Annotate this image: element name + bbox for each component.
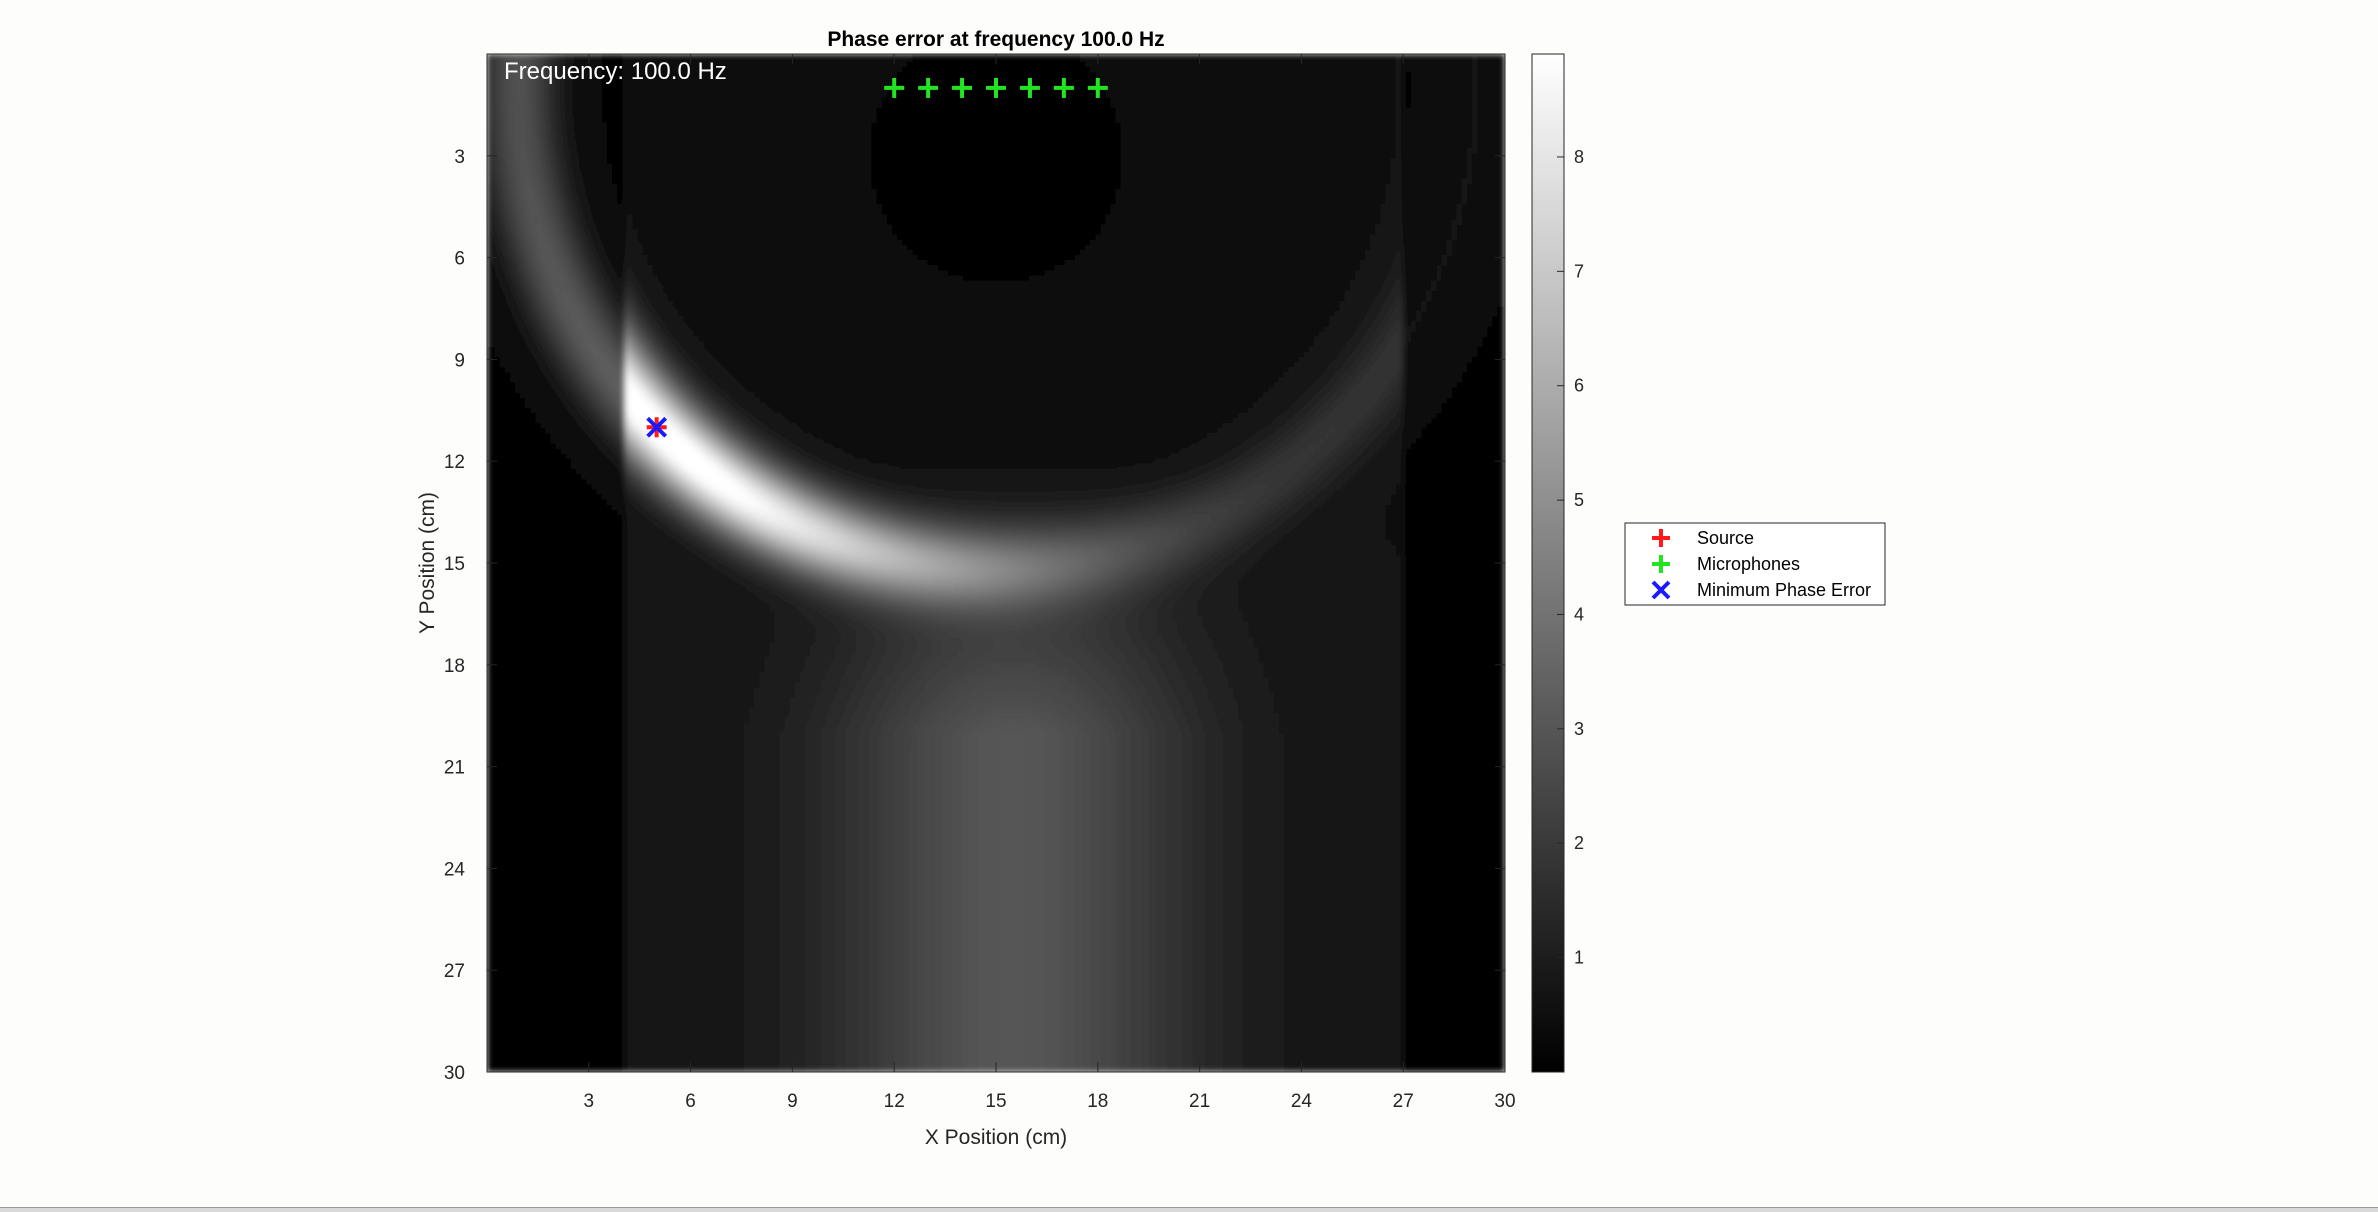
y-tick-label: 9 [454,350,465,371]
microphone-marker [1019,77,1040,98]
colorbar [1531,53,1565,1073]
legend-item: Minimum Phase Error [1651,580,1871,600]
x-tick-label: 6 [685,1091,696,1112]
colorbar-tick-label: 8 [1574,147,1584,167]
legend-item: Source [1652,528,1754,548]
colorbar-tick-label: 3 [1574,719,1584,739]
microphone-marker [1053,77,1074,98]
y-axis-label: Y Position (cm) [416,492,439,634]
x-tick-label: 15 [985,1091,1006,1112]
y-tick-label: 30 [444,1063,465,1084]
legend-label: Microphones [1697,554,1800,574]
microphone-marker [952,77,973,98]
x-tick-label: 12 [884,1091,905,1112]
legend-swatch [1651,580,1671,600]
colorbar-ticks: 1 2 3 4 5 6 7 8 [1557,147,1584,968]
microphone-marker [986,77,1006,98]
window-bottom-edge [0,1207,2378,1212]
x-axis: 3 6 9 12 15 18 21 24 27 30 [584,54,1516,1112]
legend: Source Microphones Minimum Phase Error [1624,522,1886,606]
x-tick-label: 24 [1291,1091,1313,1112]
y-tick-label: 18 [444,656,465,677]
markers-layer [646,77,1108,438]
colorbar-tick-label: 1 [1574,948,1584,968]
minimum-phase-error-marker [646,416,668,438]
x-tick-label: 9 [787,1091,798,1112]
legend-swatch [1652,555,1670,573]
y-axis: 3 6 9 12 15 18 21 24 27 30 [444,147,1505,1084]
frequency-annotation: Frequency: 100.0 Hz [504,58,727,85]
y-tick-label: 15 [444,554,465,575]
y-tick-label: 6 [454,249,465,270]
x-axis-label: X Position (cm) [925,1126,1067,1149]
colorbar-tick-label: 6 [1574,376,1584,396]
chart-title: Phase error at frequency 100.0 Hz [827,28,1164,51]
colorbar-tick-label: 7 [1574,261,1584,281]
x-tick-label: 30 [1494,1091,1515,1112]
microphone-marker [1087,77,1108,98]
y-tick-label: 24 [444,859,466,880]
colorbar-tick-label: 4 [1574,604,1584,624]
x-tick-label: 18 [1087,1091,1108,1112]
microphone-marker [884,77,905,98]
legend-swatch [1652,529,1670,547]
colorbar-tick-label: 5 [1574,490,1584,510]
y-tick-label: 3 [454,147,465,168]
y-tick-label: 27 [444,961,465,982]
legend-label: Minimum Phase Error [1697,580,1871,600]
x-tick-label: 27 [1393,1091,1414,1112]
x-tick-label: 21 [1189,1091,1210,1112]
legend-item: Microphones [1652,554,1800,574]
colorbar-tick-label: 2 [1574,833,1584,853]
microphone-marker [918,77,939,98]
y-tick-label: 21 [444,758,465,779]
x-tick-label: 3 [584,1091,595,1112]
y-tick-label: 12 [444,452,465,473]
phase-error-heatmap [487,54,1505,1072]
legend-label: Source [1697,528,1754,548]
